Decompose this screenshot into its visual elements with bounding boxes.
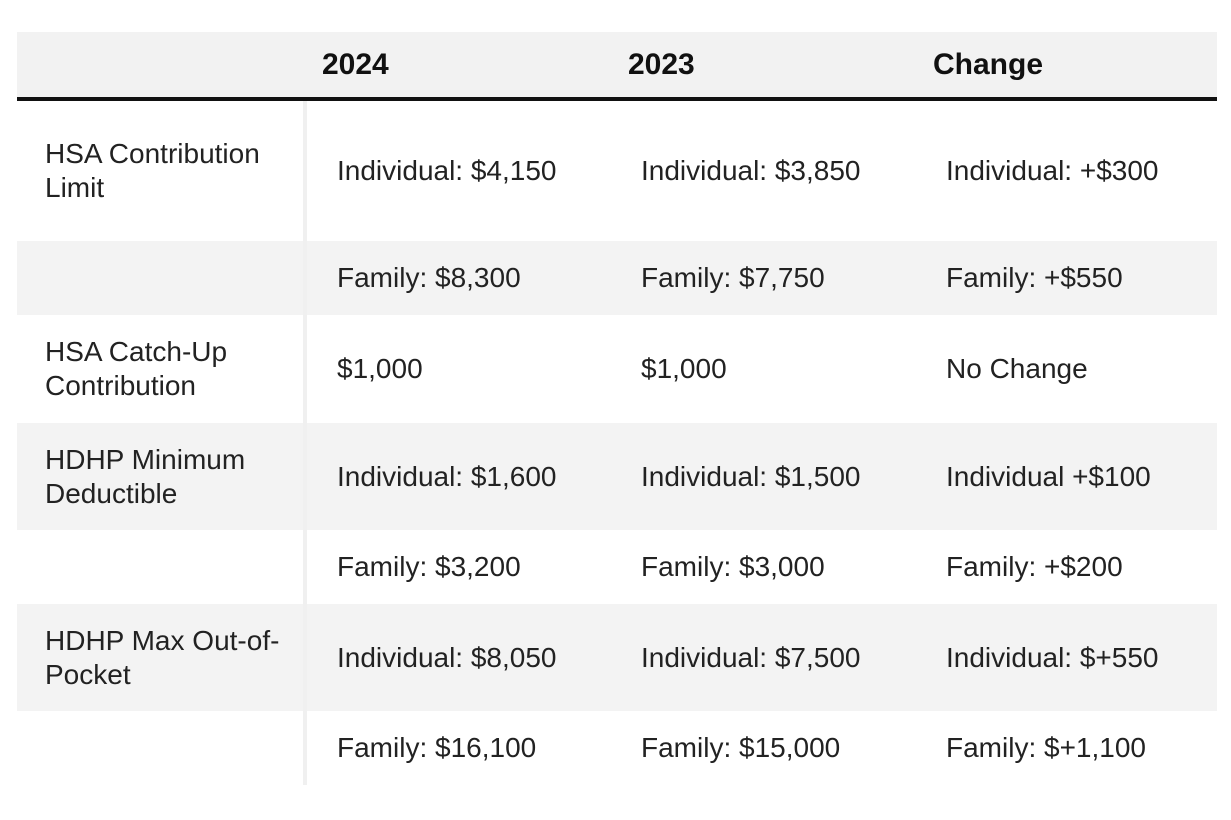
cell-change: Family: +$550 bbox=[916, 241, 1217, 315]
row-label bbox=[17, 530, 307, 604]
cell-change: Family: $+1,100 bbox=[946, 732, 1146, 763]
table-row: HSA Catch-Up Contribution $1,000 $1,000 … bbox=[17, 315, 1217, 423]
cell-2024: Individual: $1,600 bbox=[305, 423, 611, 530]
hsa-limits-table: 2024 2023 Change HSA Contribution Limit … bbox=[17, 32, 1217, 785]
cell-change: Individual: $+550 bbox=[916, 604, 1217, 711]
cell-2024: Individual: $4,150 bbox=[337, 155, 557, 186]
table-row: HDHP Max Out-of-Pocket Individual: $8,05… bbox=[17, 604, 1217, 711]
cell-2023: Individual: $1,500 bbox=[611, 423, 916, 530]
row-label bbox=[17, 711, 307, 785]
header-change: Change bbox=[916, 32, 1217, 101]
cell-2024: Individual: $8,050 bbox=[305, 604, 611, 711]
cell-2023: Individual: $7,500 bbox=[611, 604, 916, 711]
header-2024: 2024 bbox=[305, 32, 611, 101]
cell-2024: $1,000 bbox=[337, 353, 423, 384]
cell-2024: Family: $8,300 bbox=[305, 241, 611, 315]
cell-2023: Family: $15,000 bbox=[641, 732, 841, 763]
table-row: Family: $16,100 Family: $15,000 Family: … bbox=[17, 711, 1217, 785]
cell-change: No Change bbox=[946, 353, 1088, 384]
table-row: HSA Contribution Limit Individual: $4,15… bbox=[17, 99, 1217, 241]
cell-change: Individual +$100 bbox=[916, 423, 1217, 530]
row-label bbox=[17, 241, 307, 315]
cell-2023: Family: $3,000 bbox=[641, 551, 825, 582]
row-label: HSA Contribution Limit bbox=[17, 99, 307, 241]
table-row: Family: $3,200 Family: $3,000 Family: +$… bbox=[17, 530, 1217, 604]
hsa-limits-table-container: 2024 2023 Change HSA Contribution Limit … bbox=[17, 32, 1217, 785]
table-body: HSA Contribution Limit Individual: $4,15… bbox=[17, 99, 1217, 785]
cell-2024: Family: $16,100 bbox=[337, 732, 537, 763]
cell-2023: Individual: $3,850 bbox=[641, 155, 861, 186]
cell-change: Family: +$200 bbox=[946, 551, 1123, 582]
cell-2024: Family: $3,200 bbox=[337, 551, 521, 582]
header-row: 2024 2023 Change bbox=[17, 32, 1217, 101]
row-label: HDHP Max Out-of-Pocket bbox=[17, 604, 307, 711]
table-header: 2024 2023 Change bbox=[17, 32, 1217, 101]
cell-2023: $1,000 bbox=[641, 353, 727, 384]
cell-2023: Family: $7,750 bbox=[611, 241, 916, 315]
row-label: HDHP Minimum Deductible bbox=[17, 423, 307, 530]
cell-change: Individual: +$300 bbox=[946, 155, 1159, 186]
row-label: HSA Catch-Up Contribution bbox=[17, 315, 307, 423]
table-row: Family: $8,300 Family: $7,750 Family: +$… bbox=[17, 241, 1217, 315]
header-2023: 2023 bbox=[611, 32, 916, 101]
header-label-column bbox=[17, 32, 305, 101]
table-row: HDHP Minimum Deductible Individual: $1,6… bbox=[17, 423, 1217, 530]
